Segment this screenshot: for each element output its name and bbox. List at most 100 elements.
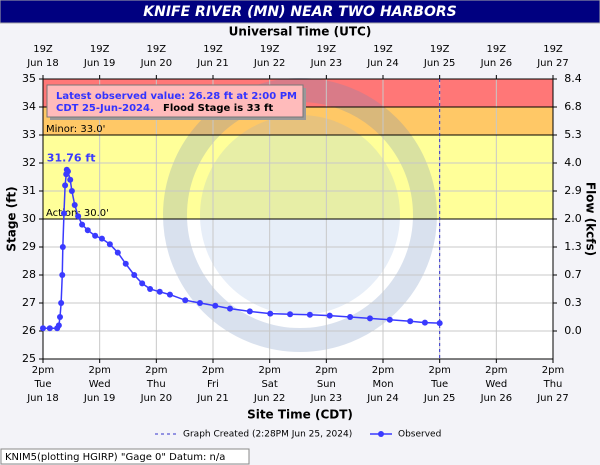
y-tick-label: 30 xyxy=(22,212,36,225)
data-point xyxy=(84,227,91,234)
data-point xyxy=(92,232,99,239)
data-point xyxy=(59,244,66,250)
data-point xyxy=(62,182,69,189)
x-axis-title: Site Time (CDT) xyxy=(247,408,353,422)
top-x-tick-label: Jun 26 xyxy=(480,58,513,69)
annotation-note: Flood Stage is 33 ft xyxy=(163,103,273,114)
data-point xyxy=(67,176,74,183)
data-point xyxy=(212,302,219,309)
data-point xyxy=(156,288,163,295)
x-tick-label: Tue xyxy=(33,379,51,390)
top-x-tick-label: Jun 20 xyxy=(140,58,173,69)
data-point xyxy=(75,213,82,220)
x-tick-label: Jun 23 xyxy=(310,393,343,404)
x-tick-label: 2pm xyxy=(258,365,280,376)
x-tick-label: Jun 26 xyxy=(480,393,513,404)
chart-title: KNIFE RIVER (MN) NEAR TWO HARBORS xyxy=(143,4,456,20)
x-tick-label: Jun 21 xyxy=(196,393,229,404)
annotation-text: CDT 25-Jun-2024. xyxy=(56,103,154,114)
y-tick-label: 33 xyxy=(22,128,36,141)
data-point xyxy=(166,291,173,298)
x-tick-label: Jun 20 xyxy=(140,393,173,404)
data-point xyxy=(386,316,393,323)
y-tick-label: 31 xyxy=(22,184,36,197)
x-tick-label: 2pm xyxy=(542,365,564,376)
x-tick-label: Wed xyxy=(485,379,507,390)
y2-tick-label: 0.0 xyxy=(564,324,582,337)
data-point xyxy=(421,319,428,326)
top-x-tick-label: Jun 19 xyxy=(83,58,116,69)
data-point xyxy=(139,280,146,287)
data-point xyxy=(114,249,121,256)
data-point xyxy=(131,272,138,278)
x-tick-label: Jun 19 xyxy=(83,393,116,404)
top-x-tick-label: 19Z xyxy=(543,44,563,55)
top-x-tick-label: 19Z xyxy=(317,44,337,55)
flood-label: Minor: 33.0' xyxy=(46,124,105,135)
y-tick-label: 28 xyxy=(22,268,36,281)
x-tick-label: Jun 22 xyxy=(253,393,286,404)
x-tick-label: Jun 24 xyxy=(366,393,399,404)
data-point xyxy=(55,322,62,329)
y-tick-label: 26 xyxy=(22,324,36,337)
top-x-tick-label: Jun 21 xyxy=(196,58,229,69)
data-point xyxy=(436,320,443,327)
footer-box xyxy=(0,448,250,465)
y2-tick-label: 6.8 xyxy=(564,100,582,113)
data-point xyxy=(46,325,53,332)
legend-label: Observed xyxy=(398,430,441,440)
data-point xyxy=(366,315,373,322)
y2-tick-label: 1.3 xyxy=(564,240,582,253)
y-tick-label: 34 xyxy=(22,100,36,113)
x-tick-label: Jun 25 xyxy=(423,393,456,404)
data-point xyxy=(71,202,78,208)
top-x-tick-label: 19Z xyxy=(430,44,450,55)
y2-tick-label: 5.3 xyxy=(564,128,582,141)
x-tick-label: Wed xyxy=(89,379,111,390)
top-x-tick-label: 19Z xyxy=(203,44,223,55)
data-point xyxy=(147,286,154,292)
top-x-tick-label: Jun 25 xyxy=(423,58,456,69)
data-point xyxy=(60,210,67,217)
data-point xyxy=(347,314,354,320)
data-point xyxy=(287,311,294,318)
data-point xyxy=(246,308,253,315)
plot-border xyxy=(42,78,554,360)
x-tick-label: 2pm xyxy=(315,365,337,376)
annotation-text: Latest observed value: 26.28 ft at 2:00 … xyxy=(56,91,297,102)
x-tick-label: 2pm xyxy=(88,365,110,376)
x-tick-label: Mon xyxy=(372,379,393,390)
data-point xyxy=(40,325,46,332)
top-x-tick-label: Jun 23 xyxy=(310,58,343,69)
data-point xyxy=(58,300,65,306)
data-point xyxy=(196,300,203,306)
x-tick-label: 2pm xyxy=(32,365,54,376)
data-point xyxy=(79,221,86,228)
series-line xyxy=(43,167,440,329)
data-point xyxy=(326,312,333,319)
title-bar xyxy=(0,0,600,24)
top-x-tick-label: 19Z xyxy=(373,44,393,55)
data-point xyxy=(227,305,233,312)
x-tick-label: Jun 27 xyxy=(536,393,569,404)
footer: KNIM5(plotting HGIRP) "Gage 0" Datum: n/… xyxy=(5,452,225,463)
x-tick-label: 2pm xyxy=(202,365,224,376)
top-axis-title: Universal Time (UTC) xyxy=(229,25,372,39)
x-tick-label: Sun xyxy=(317,379,336,390)
top-x-tick-label: 19Z xyxy=(260,44,280,55)
x-tick-label: 2pm xyxy=(428,365,450,376)
top-x-tick-label: Jun 22 xyxy=(253,58,286,69)
data-point xyxy=(68,188,75,194)
y2-tick-label: 8.4 xyxy=(564,72,582,85)
y-tick-label: 27 xyxy=(22,296,36,309)
y2-tick-label: 2.0 xyxy=(564,212,582,225)
y2-tick-label: 2.9 xyxy=(564,184,582,197)
top-x-tick-label: 19Z xyxy=(90,44,110,55)
y2-tick-label: 4.0 xyxy=(564,156,582,169)
flood-band xyxy=(43,135,553,219)
top-x-tick-label: 19Z xyxy=(147,44,167,55)
y2-axis-title: Flow (kcfs) xyxy=(584,182,598,256)
y-axis-title: Stage (ft) xyxy=(5,186,19,251)
annotation-box xyxy=(46,84,304,118)
y-tick-label: 32 xyxy=(22,156,36,169)
